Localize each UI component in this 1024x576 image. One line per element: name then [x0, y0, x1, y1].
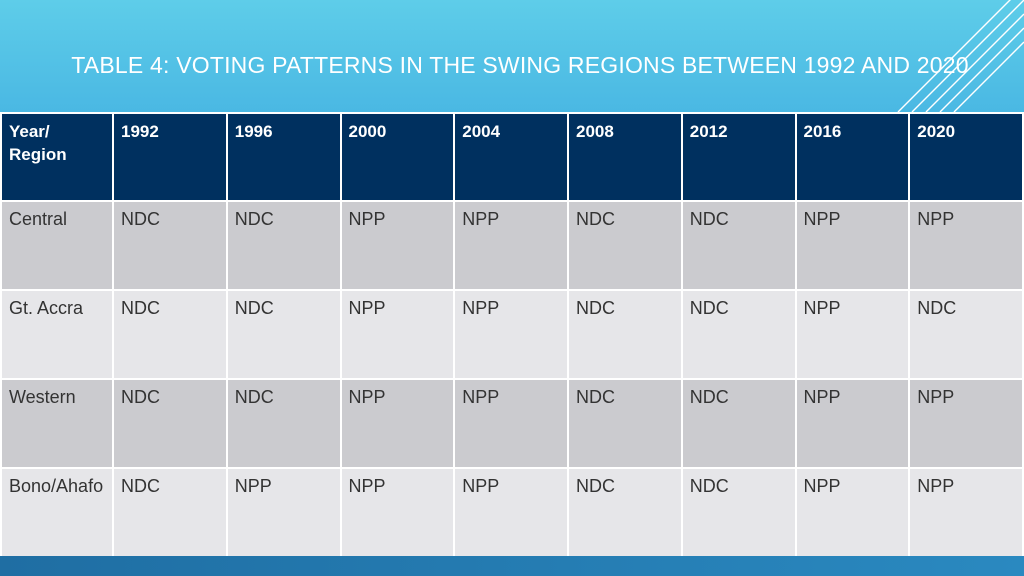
table-cell: NPP — [453, 200, 569, 291]
table-header-row: Year/ Region 1992 1996 2000 2004 2008 20… — [0, 112, 1024, 202]
table-cell: NDC — [567, 378, 683, 469]
table-cell: NDC — [112, 378, 228, 469]
header-2020: 2020 — [908, 112, 1024, 202]
table-cell: NPP — [908, 200, 1024, 291]
table-cell: NDC — [225, 378, 342, 469]
table-cell: NPP — [453, 467, 569, 558]
voting-patterns-table: Year/ Region 1992 1996 2000 2004 2008 20… — [0, 112, 1024, 558]
table-row: Central NDC NDC NPP NPP NDC NDC NPP NPP — [0, 200, 1024, 291]
table-cell: NPP — [453, 289, 569, 380]
header-2008: 2008 — [567, 112, 683, 202]
table-row: Gt. Accra NDC NDC NPP NPP NDC NDC NPP ND… — [0, 289, 1024, 380]
table-cell: NDC — [112, 200, 228, 291]
table-cell: NPP — [908, 378, 1024, 469]
table-cell: NPP — [794, 289, 911, 380]
header-2012: 2012 — [680, 112, 797, 202]
slide-title: TABLE 4: VOTING PATTERNS IN THE SWING RE… — [71, 52, 969, 78]
region-cell: Western — [0, 378, 114, 469]
table-cell: NPP — [453, 378, 569, 469]
header-2004: 2004 — [453, 112, 569, 202]
table-cell: NPP — [339, 378, 456, 469]
table-cell: NPP — [339, 200, 456, 291]
table-cell: NDC — [567, 289, 683, 380]
table-cell: NPP — [794, 467, 911, 558]
title-band — [0, 0, 1024, 112]
bottom-accent-bar — [0, 556, 1024, 576]
header-1996: 1996 — [225, 112, 342, 202]
header-1992: 1992 — [112, 112, 228, 202]
table-cell: NDC — [908, 289, 1024, 380]
header-year-region: Year/ Region — [0, 112, 114, 202]
table-cell: NDC — [680, 378, 797, 469]
table-row: Western NDC NDC NPP NPP NDC NDC NPP NPP — [0, 378, 1024, 469]
table-cell: NDC — [112, 467, 228, 558]
table-cell: NDC — [112, 289, 228, 380]
table-cell: NDC — [680, 467, 797, 558]
voting-table-container: Year/ Region 1992 1996 2000 2004 2008 20… — [0, 112, 1024, 558]
table-cell: NPP — [794, 200, 911, 291]
table-cell: NPP — [339, 467, 456, 558]
table-cell: NDC — [225, 289, 342, 380]
region-cell: Bono/Ahafo — [0, 467, 114, 558]
table-cell: NPP — [794, 378, 911, 469]
table-cell: NDC — [567, 200, 683, 291]
table-cell: NPP — [908, 467, 1024, 558]
header-2016: 2016 — [794, 112, 911, 202]
table-cell: NPP — [339, 289, 456, 380]
table-cell: NDC — [680, 200, 797, 291]
region-cell: Central — [0, 200, 114, 291]
region-cell: Gt. Accra — [0, 289, 114, 380]
table-cell: NDC — [680, 289, 797, 380]
header-2000: 2000 — [339, 112, 456, 202]
table-cell: NDC — [225, 200, 342, 291]
table-cell: NPP — [225, 467, 342, 558]
decorative-diagonal-lines — [897, 0, 1024, 112]
table-cell: NDC — [567, 467, 683, 558]
table-row: Bono/Ahafo NDC NPP NPP NPP NDC NDC NPP N… — [0, 467, 1024, 558]
